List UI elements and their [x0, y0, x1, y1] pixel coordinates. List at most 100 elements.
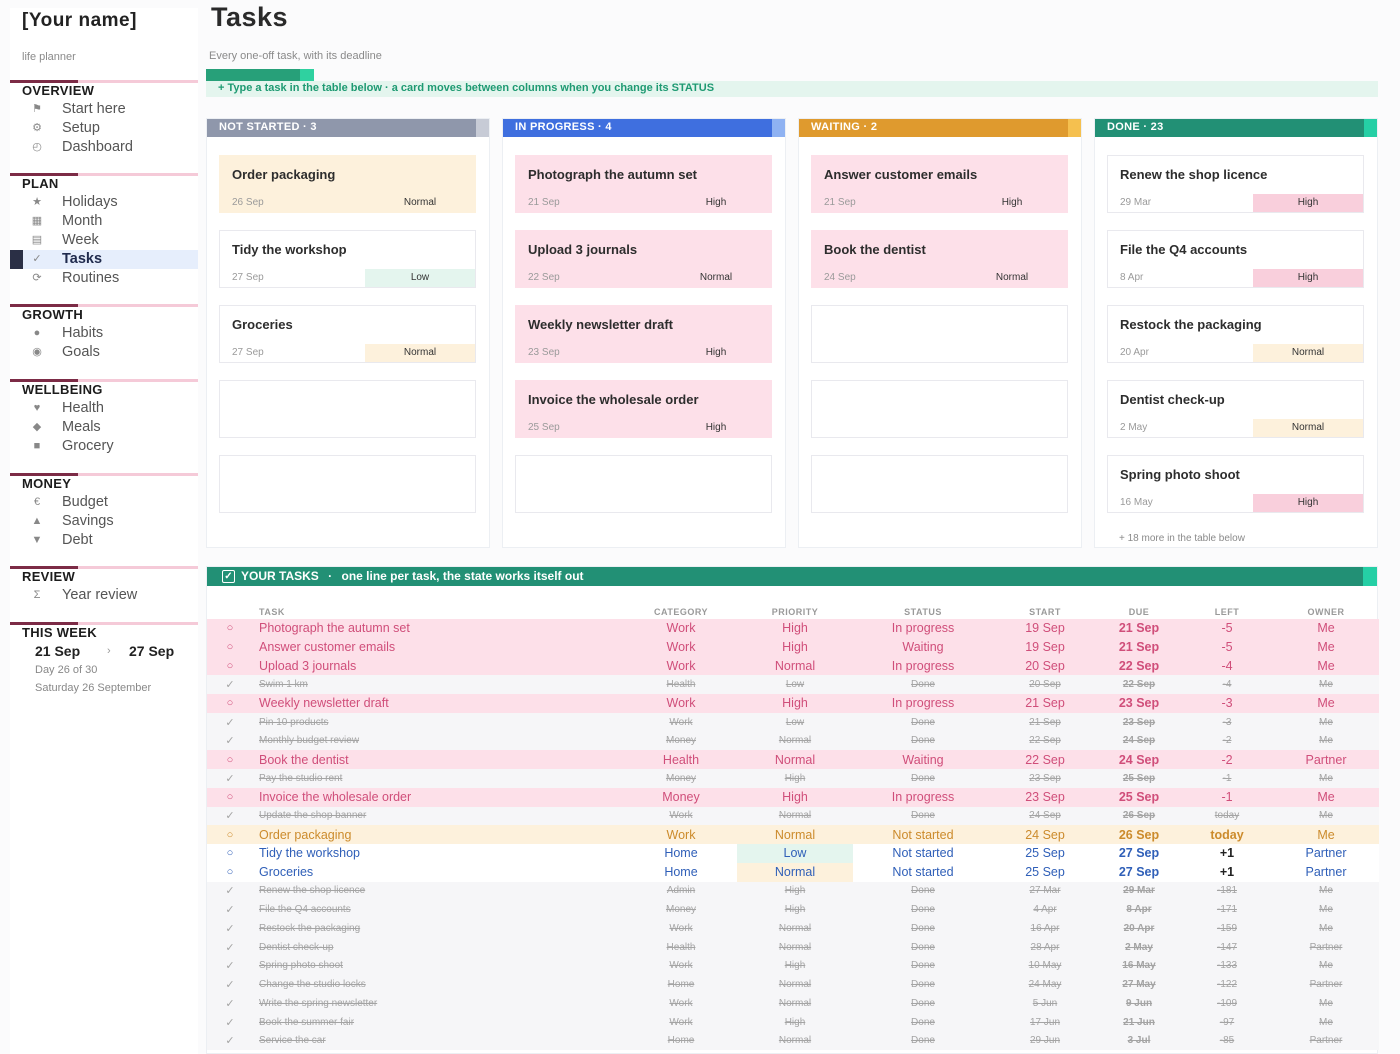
sidebar-item-week[interactable]: ▤ Week — [10, 231, 198, 250]
cell-task[interactable]: Restock the packaging — [253, 919, 625, 938]
cell-status: Done — [853, 731, 993, 751]
cell-task[interactable]: Answer customer emails — [253, 637, 625, 657]
task-card[interactable]: Invoice the wholesale order 25 Sep High — [515, 380, 772, 438]
cell-task[interactable]: Dentist check-up — [253, 937, 625, 957]
cell-task[interactable]: Change the studio locks — [253, 975, 625, 994]
task-row[interactable]: ○ Order packaging Work Normal Not started 24 … — [207, 825, 1379, 844]
cell-task[interactable]: Tidy the workshop — [253, 844, 625, 863]
sidebar-item-month[interactable]: ▦ Month — [10, 212, 198, 231]
sidebar-item-year-review[interactable]: Σ Year review — [10, 586, 198, 605]
task-row[interactable]: ○ Groceries Home Normal Not started 25 Sep 27 … — [207, 862, 1379, 882]
column-header-status[interactable]: STATUS — [904, 607, 942, 617]
column-header-owner[interactable]: OWNER — [1307, 607, 1345, 617]
task-row[interactable]: ○ Book the dentist Health Normal Waiting 22 S… — [207, 750, 1379, 769]
sidebar-item-meals[interactable]: ◆ Meals — [10, 418, 198, 437]
empty-card-slot[interactable] — [219, 455, 476, 513]
task-row[interactable]: ✓ Spring photo shoot Work High Done 10 May 16 … — [207, 956, 1379, 976]
cell-task[interactable]: Renew the shop licence — [253, 881, 625, 901]
sidebar-item-dashboard[interactable]: ◴ Dashboard — [10, 138, 198, 157]
cell-task[interactable]: Groceries — [253, 862, 625, 882]
task-row[interactable]: ✓ Pin 10 products Work Low Done 21 Sep 23 Sep -… — [207, 712, 1379, 732]
sidebar-item-start-here[interactable]: ⚑ Start here — [10, 100, 198, 119]
task-row[interactable]: ✓ Book the summer fair Work High Done 17 Jun 2… — [207, 1012, 1379, 1032]
card-due-date: 21 Sep — [528, 197, 560, 208]
task-card[interactable]: Upload 3 journals 22 Sep Normal — [515, 230, 772, 288]
task-row[interactable]: ✓ Service the car Home Normal Done 29 Jun 3 Ju… — [207, 1031, 1379, 1051]
cell-task[interactable]: Pin 10 products — [253, 712, 625, 732]
column-header-priority[interactable]: PRIORITY — [771, 607, 819, 617]
task-card[interactable]: Dentist check-up 2 May Normal — [1107, 380, 1364, 438]
sidebar-item-setup[interactable]: ⚙ Setup — [10, 119, 198, 138]
sidebar-item-tasks[interactable]: ✓ Tasks — [10, 250, 198, 269]
sidebar-item-routines[interactable]: ⟳ Routines — [10, 269, 198, 288]
empty-card-slot[interactable] — [515, 455, 772, 513]
column-header-state[interactable] — [207, 605, 253, 619]
cell-task[interactable]: Monthly budget review — [253, 731, 625, 751]
cell-start: 25 Sep — [993, 844, 1097, 863]
task-card[interactable]: Weekly newsletter draft 23 Sep High — [515, 305, 772, 363]
task-row[interactable]: ✓ Monthly budget review Money Normal Done 22 … — [207, 731, 1379, 751]
task-row[interactable]: ✓ Restock the packaging Work Normal Done 16 A… — [207, 919, 1379, 938]
cell-task[interactable]: Pay the studio rent — [253, 769, 625, 788]
cell-task[interactable]: Invoice the wholesale order — [253, 787, 625, 807]
sidebar-item-debt[interactable]: ▼ Debt — [10, 531, 198, 550]
column-header-start[interactable]: START — [1029, 607, 1061, 617]
sidebar-item-goals[interactable]: ◉ Goals — [10, 343, 198, 362]
cell-task[interactable]: Weekly newsletter draft — [253, 694, 625, 713]
column-header-left[interactable]: LEFT — [1214, 607, 1240, 617]
task-card[interactable]: Order packaging 26 Sep Normal — [219, 155, 476, 213]
task-row[interactable]: ○ Weekly newsletter draft Work High In progr… — [207, 694, 1379, 713]
planner-owner-name[interactable]: [Your name] — [22, 10, 137, 31]
empty-card-slot[interactable] — [811, 380, 1068, 438]
task-row[interactable]: ✓ Dentist check-up Health Normal Done 28 Apr 2… — [207, 937, 1379, 957]
task-card[interactable]: Answer customer emails 21 Sep High — [811, 155, 1068, 213]
column-header-category[interactable]: CATEGORY — [653, 607, 708, 617]
task-row[interactable]: ✓ Swim 1 km Health Low Done 20 Sep 22 Sep -4 Me — [207, 675, 1379, 694]
cell-status: Done — [853, 769, 993, 788]
cell-task[interactable]: Order packaging — [253, 825, 625, 844]
cell-task[interactable]: Upload 3 journals — [253, 656, 625, 676]
open-circle-icon: ○ — [207, 694, 253, 713]
empty-card-slot[interactable] — [811, 455, 1068, 513]
cell-task[interactable]: File the Q4 accounts — [253, 900, 625, 919]
task-card[interactable]: Spring photo shoot 16 May High — [1107, 455, 1364, 513]
task-row[interactable]: ✓ File the Q4 accounts Money High Done 4 Apr 8… — [207, 900, 1379, 919]
empty-card-slot[interactable] — [219, 380, 476, 438]
sidebar-item-habits[interactable]: ● Habits — [10, 324, 198, 343]
sidebar-item-budget[interactable]: € Budget — [10, 493, 198, 512]
column-header-due[interactable]: DUE — [1128, 607, 1150, 617]
empty-card-slot[interactable] — [811, 305, 1068, 363]
task-row[interactable]: ○ Upload 3 journals Work Normal In progress 2… — [207, 656, 1379, 676]
sidebar-item-savings[interactable]: ▲ Savings — [10, 512, 198, 531]
task-card[interactable]: Groceries 27 Sep Normal — [219, 305, 476, 363]
task-row[interactable]: ○ Tidy the workshop Home Low Not started 25 S… — [207, 844, 1379, 863]
task-card[interactable]: Book the dentist 24 Sep Normal — [811, 230, 1068, 288]
task-card[interactable]: Renew the shop licence 29 Mar High — [1107, 155, 1364, 213]
task-card[interactable]: Photograph the autumn set 21 Sep High — [515, 155, 772, 213]
cell-task[interactable]: Update the shop banner — [253, 806, 625, 826]
task-card[interactable]: Restock the packaging 20 Apr Normal — [1107, 305, 1364, 363]
cell-task[interactable]: Swim 1 km — [253, 675, 625, 694]
sidebar-item-grocery[interactable]: ■ Grocery — [10, 437, 198, 456]
task-row[interactable]: ✓ Update the shop banner Work Normal Done 24 … — [207, 806, 1379, 826]
cell-task[interactable]: Write the spring newsletter — [253, 994, 625, 1013]
task-row[interactable]: ○ Answer customer emails Work High Waiting 19… — [207, 637, 1379, 657]
task-row[interactable]: ✓ Renew the shop licence Admin High Done 27 M… — [207, 881, 1379, 901]
task-row[interactable]: ✓ Change the studio locks Home Normal Done 24… — [207, 975, 1379, 994]
task-card[interactable]: File the Q4 accounts 8 Apr High — [1107, 230, 1364, 288]
cell-task[interactable]: Spring photo shoot — [253, 956, 625, 976]
task-row[interactable]: ○ Photograph the autumn set Work High In pro… — [207, 619, 1379, 638]
sidebar-item-health[interactable]: ♥ Health — [10, 399, 198, 418]
sidebar-item-holidays[interactable]: ★ Holidays — [10, 193, 198, 212]
task-card[interactable]: Tidy the workshop 27 Sep Low — [219, 230, 476, 288]
cell-task[interactable]: Photograph the autumn set — [253, 619, 625, 638]
column-header-task[interactable]: TASK — [259, 607, 285, 617]
task-row[interactable]: ○ Invoice the wholesale order Money High In … — [207, 787, 1379, 807]
cell-task[interactable]: Book the dentist — [253, 750, 625, 769]
cell-priority: High — [737, 787, 853, 807]
cell-task[interactable]: Book the summer fair — [253, 1012, 625, 1032]
cell-task[interactable]: Service the car — [253, 1031, 625, 1051]
task-row[interactable]: ✓ Pay the studio rent Money High Done 23 Sep 2… — [207, 769, 1379, 788]
task-row[interactable]: ✓ Write the spring newsletter Work Normal Do… — [207, 994, 1379, 1013]
cell-left: -159 — [1181, 919, 1273, 938]
